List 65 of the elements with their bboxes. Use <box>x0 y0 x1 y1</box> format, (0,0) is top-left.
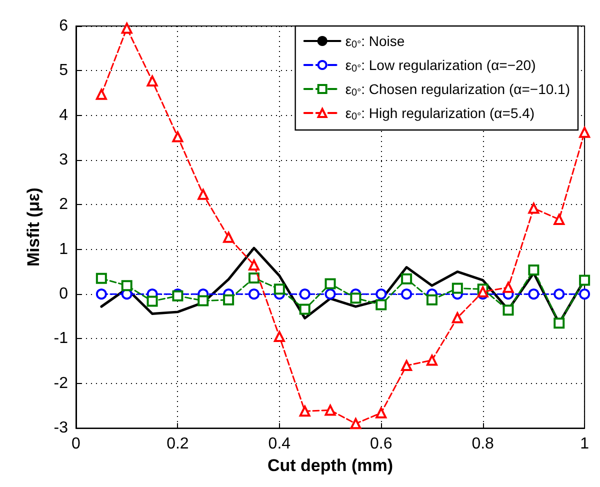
point <box>452 312 463 324</box>
point <box>579 288 590 300</box>
point <box>350 418 362 430</box>
point <box>96 272 107 284</box>
point <box>554 318 565 329</box>
point <box>299 406 310 417</box>
point <box>324 288 336 300</box>
y-tick-label: 1 <box>59 240 68 258</box>
point <box>554 288 565 300</box>
point <box>274 284 285 295</box>
y-tick-label: -1 <box>54 330 68 348</box>
point <box>376 288 387 300</box>
point <box>477 286 488 298</box>
point <box>502 282 514 293</box>
x-tick-label: 0.6 <box>370 436 392 453</box>
point <box>121 22 132 34</box>
x-axis-title: Cut depth (mm) <box>267 456 394 475</box>
x-tick-label: 1 <box>580 436 590 453</box>
point <box>376 299 387 310</box>
point <box>426 354 438 366</box>
x-tick-label: 0.4 <box>268 436 291 453</box>
y-tick-label: -2 <box>54 374 68 392</box>
point <box>96 288 107 300</box>
point <box>350 292 362 304</box>
point <box>248 272 260 284</box>
point <box>274 331 285 342</box>
point <box>96 88 107 100</box>
point <box>528 202 540 214</box>
x-tick-label: 0.2 <box>166 436 189 453</box>
y-tick-label: 6 <box>59 18 68 34</box>
point <box>324 278 336 290</box>
point <box>299 288 310 300</box>
point <box>248 288 260 300</box>
point <box>452 282 463 294</box>
y-tick-label: 0 <box>59 286 68 303</box>
y-tick-label: 5 <box>59 62 68 80</box>
point <box>248 260 260 271</box>
point <box>401 360 412 372</box>
point <box>401 273 412 284</box>
point <box>299 304 310 315</box>
point <box>146 296 158 307</box>
point <box>198 295 209 306</box>
y-tick-label: 3 <box>59 152 68 169</box>
point <box>528 288 540 300</box>
point <box>121 280 132 292</box>
point <box>502 304 514 316</box>
point <box>223 294 234 306</box>
y-tick-label: -3 <box>54 420 68 437</box>
point <box>579 274 590 286</box>
point <box>146 75 158 86</box>
point <box>401 288 412 300</box>
point <box>172 131 184 142</box>
x-tick-label: 0 <box>72 436 81 453</box>
point <box>528 264 540 276</box>
y-tick-label: 4 <box>59 106 68 124</box>
x-tick-label: 0.8 <box>472 436 494 453</box>
point <box>376 407 387 418</box>
y-axis-title: Misfit (με) <box>24 188 43 267</box>
point <box>223 232 234 243</box>
point <box>198 188 209 200</box>
point <box>554 214 565 225</box>
point <box>426 294 438 306</box>
point <box>324 404 336 416</box>
point <box>579 126 590 138</box>
y-tick-label: 2 <box>59 196 68 214</box>
